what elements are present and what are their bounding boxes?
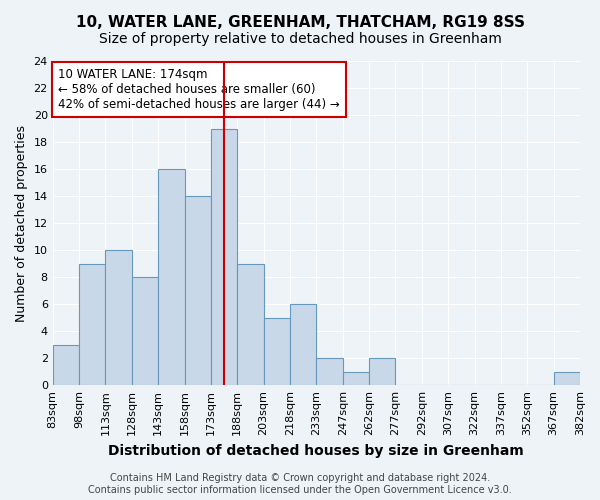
X-axis label: Distribution of detached houses by size in Greenham: Distribution of detached houses by size … — [109, 444, 524, 458]
Text: 10 WATER LANE: 174sqm
← 58% of detached houses are smaller (60)
42% of semi-deta: 10 WATER LANE: 174sqm ← 58% of detached … — [58, 68, 340, 111]
Bar — [290, 304, 316, 385]
Bar — [554, 372, 580, 385]
Bar — [79, 264, 106, 385]
Y-axis label: Number of detached properties: Number of detached properties — [15, 125, 28, 322]
Bar — [237, 264, 263, 385]
Bar — [263, 318, 290, 385]
Text: 10, WATER LANE, GREENHAM, THATCHAM, RG19 8SS: 10, WATER LANE, GREENHAM, THATCHAM, RG19… — [76, 15, 524, 30]
Bar — [106, 250, 132, 385]
Bar — [343, 372, 369, 385]
Bar — [53, 344, 79, 385]
Bar — [369, 358, 395, 385]
Text: Size of property relative to detached houses in Greenham: Size of property relative to detached ho… — [98, 32, 502, 46]
Bar — [316, 358, 343, 385]
Text: Contains HM Land Registry data © Crown copyright and database right 2024.
Contai: Contains HM Land Registry data © Crown c… — [88, 474, 512, 495]
Bar — [185, 196, 211, 385]
Bar — [158, 170, 185, 385]
Bar — [211, 129, 237, 385]
Bar — [132, 278, 158, 385]
